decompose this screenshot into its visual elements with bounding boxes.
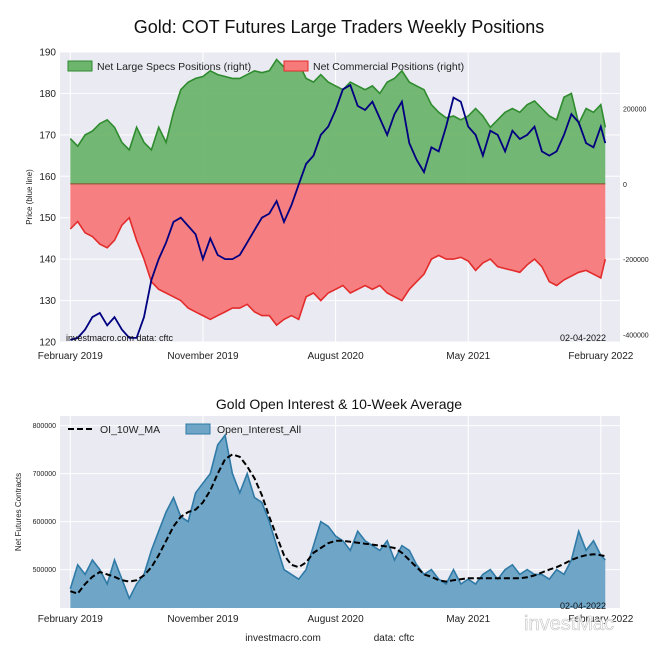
top-y-tick-0: 120 <box>39 338 56 349</box>
bottom-x-tick-0: February 2019 <box>38 614 103 625</box>
top-x-tick-1: November 2019 <box>167 351 239 362</box>
top-y2-tick-2: -200000 <box>623 257 649 264</box>
brand-logo-icon <box>499 613 519 633</box>
bottom-x-tick-4: February 2022 <box>568 614 633 625</box>
legend-swatch-commercial <box>283 60 309 72</box>
top-x-tick-3: May 2021 <box>446 351 490 362</box>
bottom-date-stamp: 02-04-2022 <box>560 601 606 611</box>
bottom-y-axis-label: Net Futures Contracts <box>14 473 23 551</box>
bottom-y-tick-0: 500000 <box>33 567 56 574</box>
series-commercial-line <box>69 216 607 327</box>
bottom-y-tick-3: 800000 <box>33 423 56 430</box>
legend-label-oi: Open_Interest_All <box>217 424 301 436</box>
top-y2-tick-0: 200000 <box>623 106 646 113</box>
legend-swatch-oi <box>185 423 211 435</box>
top-x-axis: February 2019 November 2019 August 2020 May… <box>38 351 634 362</box>
series-ma-line <box>69 453 606 595</box>
top-date-stamp: 02-04-2022 <box>560 333 606 343</box>
top-legend: Net Large Specs Positions (right) Net Co… <box>67 60 464 73</box>
top-y-tick-4: 160 <box>39 172 56 183</box>
top-y-tick-2: 140 <box>39 255 56 266</box>
bottom-x-tick-3: May 2021 <box>446 614 490 625</box>
bottom-y-tick-1: 600000 <box>33 519 56 526</box>
series-specs-line <box>69 58 607 152</box>
bottom-open-interest-area <box>69 433 606 608</box>
footer-source: investmacro.com <box>245 633 321 644</box>
top-x-tick-4: February 2022 <box>568 351 633 362</box>
open-interest-chart: Gold Open Interest & 10-Week Average 500… <box>14 396 634 625</box>
series-specs-area <box>70 59 606 184</box>
top-left-axis: 120 130 140 150 160 170 180 190 <box>39 48 56 349</box>
top-x-tick-0: February 2019 <box>38 351 103 362</box>
brand-watermark: investMac <box>499 613 614 635</box>
series-commercial-area <box>70 183 606 326</box>
top-right-axis: 200000 0 -200000 -400000 <box>623 106 649 339</box>
top-y-tick-7: 190 <box>39 48 56 59</box>
top-y-tick-5: 170 <box>39 130 56 141</box>
top-y-tick-3: 150 <box>39 213 56 224</box>
bottom-y-tick-2: 700000 <box>33 471 56 478</box>
top-y-axis-label: Price (blue line) <box>25 169 34 225</box>
bottom-chart-title: Gold Open Interest & 10-Week Average <box>216 396 462 412</box>
top-chart-title: Gold: COT Futures Large Traders Weekly P… <box>134 17 545 37</box>
legend-label-specs: Net Large Specs Positions (right) <box>97 61 251 73</box>
bottom-legend: OI_10W_MA Open_Interest_All <box>68 423 301 436</box>
top-y2-tick-3: -400000 <box>623 332 649 339</box>
cot-positions-chart: Gold: COT Futures Large Traders Weekly P… <box>25 17 649 362</box>
brand-name: investMac <box>524 613 614 635</box>
top-y2-tick-1: 0 <box>623 182 627 189</box>
series-oi-area <box>70 435 606 608</box>
top-price-line <box>70 83 607 341</box>
bottom-x-tick-2: August 2020 <box>307 614 364 625</box>
top-watermark: investmacro.com data: cftc <box>66 333 174 343</box>
bottom-left-axis: 500000 600000 700000 800000 <box>33 423 56 574</box>
top-x-tick-2: August 2020 <box>307 351 364 362</box>
top-y-tick-1: 130 <box>39 296 56 307</box>
series-oi-line <box>69 433 606 601</box>
bottom-moving-average-line <box>69 453 606 595</box>
bottom-x-axis: February 2019 November 2019 August 2020 May… <box>38 614 634 625</box>
top-position-areas <box>69 58 607 327</box>
legend-swatch-specs <box>67 60 93 72</box>
legend-label-ma: OI_10W_MA <box>100 424 160 436</box>
bottom-x-tick-1: November 2019 <box>167 614 239 625</box>
top-y-tick-6: 180 <box>39 89 56 100</box>
series-price-line <box>70 83 607 341</box>
legend-label-commercial: Net Commercial Positions (right) <box>313 61 464 73</box>
footer-data: data: cftc <box>374 633 415 644</box>
